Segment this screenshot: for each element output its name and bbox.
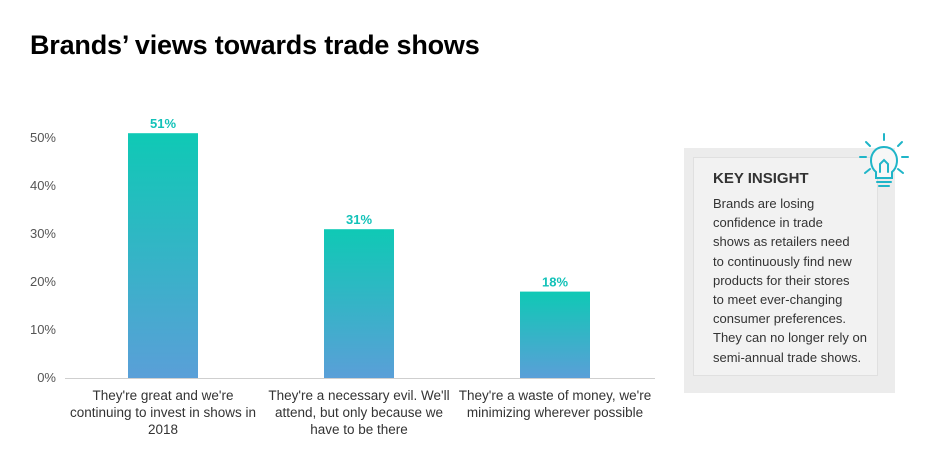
x-category-label-line: minimizing wherever possible [466, 405, 644, 420]
key-insight-line: shows as retailers need [713, 234, 850, 250]
x-category-label-line: attend, but only because we [274, 405, 444, 420]
key-insight-text: Brands are losing confidence in trade show… [713, 194, 878, 367]
y-tick-label: 0% [37, 370, 56, 385]
key-insight-line: to continuously find new [713, 253, 852, 269]
key-insight-line: They can no longer rely on [713, 330, 867, 346]
bar-chart: 0% 10% 20% 30% 40% 50% 51% 31% 18% [30, 116, 655, 385]
x-category-label: They're a waste of money, we're minimizin… [455, 387, 655, 421]
key-insight-line: semi-annual trade shows. [713, 349, 862, 365]
chart-title: Brands’ views towards trade shows [30, 30, 480, 60]
bar-value-label: 31% [346, 212, 372, 227]
key-insight-line: Brands are losing [713, 196, 815, 211]
x-category-label: They're great and we're continuing to inv… [63, 387, 263, 438]
bar-value-label: 51% [150, 116, 176, 131]
key-insight-line: confidence in trade [713, 215, 823, 231]
x-category-label-line: They're a waste of money, we're [458, 388, 652, 403]
key-insight-line: to meet ever-changing [713, 292, 843, 308]
key-insight-panel [684, 148, 895, 393]
key-insight-line: products for their stores [713, 272, 850, 288]
x-category-label-line: have to be there [310, 422, 408, 437]
key-insight-line: consumer preferences. [713, 311, 846, 327]
x-category-label: They're a necessary evil. We'll attend, b… [259, 387, 459, 438]
x-category-label-line: They're great and we're [92, 388, 234, 403]
y-tick-label: 10% [30, 322, 56, 337]
x-category-label-line: continuing to invest in shows in [69, 405, 257, 420]
bar-value-label: 18% [542, 275, 568, 290]
key-insight-heading: KEY INSIGHT [713, 170, 809, 187]
bar [324, 229, 394, 378]
lightbulb-icon [859, 133, 909, 187]
x-category-label-line: They're a necessary evil. We'll [268, 388, 450, 403]
x-category-label-line: 2018 [147, 422, 179, 437]
bar [520, 291, 590, 378]
y-tick-label: 20% [30, 274, 56, 289]
bar [128, 133, 198, 378]
y-tick-label: 30% [30, 226, 56, 241]
y-tick-label: 50% [30, 130, 56, 145]
key-insight-card [693, 157, 878, 376]
y-tick-label: 40% [30, 178, 56, 193]
